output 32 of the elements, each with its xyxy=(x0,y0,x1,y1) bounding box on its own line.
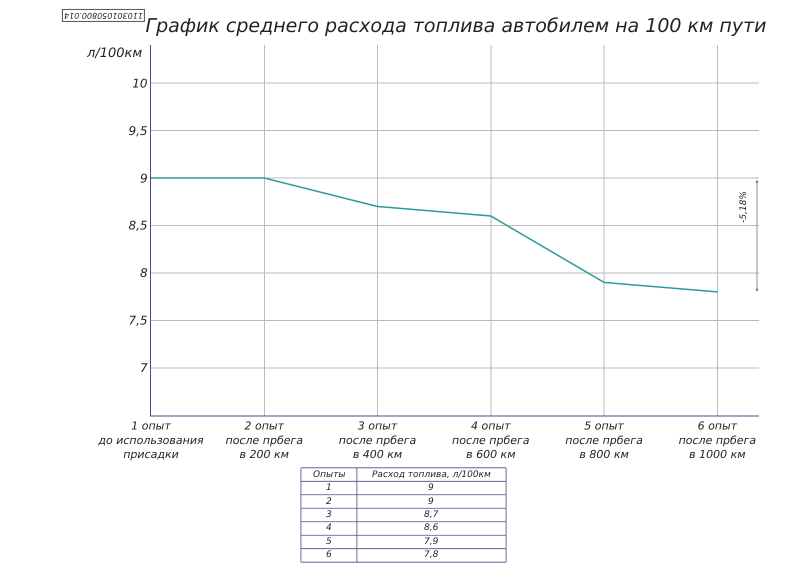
x-tick-label: 4 опыт после прбега в 600 км xyxy=(452,419,530,462)
text: 7,8 xyxy=(424,550,439,560)
text: 2 xyxy=(326,497,332,507)
annotation: -5,18% xyxy=(738,191,749,223)
line-series xyxy=(150,177,718,293)
y-tick-label: 9,5 xyxy=(128,124,148,138)
x-tick-label: 1 опыт до использования присадки xyxy=(97,419,204,462)
text: 4 xyxy=(326,523,332,533)
y-tick-label: 10 xyxy=(132,76,148,90)
y-tick-label: 8 xyxy=(140,266,148,280)
text: 110301050800.014 xyxy=(64,10,143,20)
x-tick-label: 6 опыт после прбега в 1000 км xyxy=(678,419,756,462)
x-tick-label: 2 опыт после прбега в 200 км xyxy=(225,419,304,462)
text: 1 xyxy=(326,483,332,493)
text: 9 xyxy=(428,497,434,507)
text: 3 xyxy=(326,510,332,520)
text: Расход топлива, л/100км xyxy=(372,470,491,480)
text: 6 xyxy=(326,550,332,560)
text: 7,9 xyxy=(424,537,439,547)
text: 8,6 xyxy=(424,523,439,533)
x-tick-label: 5 опыт после прбега в 800 км xyxy=(565,419,644,462)
text: 5 xyxy=(326,537,332,547)
text: 8,7 xyxy=(424,510,439,520)
y-tick-label: 9 xyxy=(140,171,148,186)
chart-title: График среднего расхода топлива автобилем на 100 км пути xyxy=(146,15,766,38)
x-tick-label: 3 опыт после прбега в 400 км xyxy=(338,419,417,462)
y-tick-label: 7 xyxy=(140,361,148,376)
text: 9 xyxy=(428,483,434,493)
text: Опыты xyxy=(313,470,346,480)
y-tick-label: 8,5 xyxy=(128,218,148,233)
y-axis-title: л/100км xyxy=(86,46,142,61)
y-tick-label: 7,5 xyxy=(128,314,148,328)
